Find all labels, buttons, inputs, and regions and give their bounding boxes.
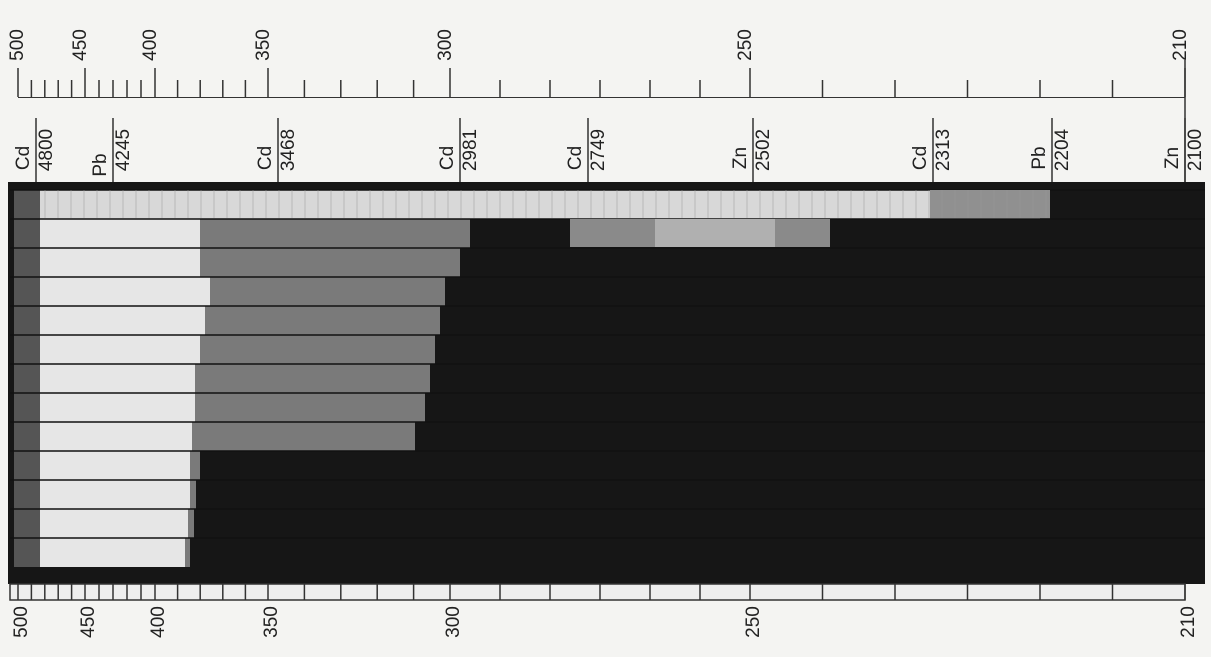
bottom-scale-bar [9, 583, 1186, 601]
bottom-scale-label: 450 [78, 606, 99, 638]
element-label: Cd [910, 146, 931, 170]
wavelength-label: 2981 [460, 129, 481, 171]
bottom-scale-label: 350 [261, 606, 282, 638]
top-scale-label: 350 [253, 29, 274, 61]
strip-edge [14, 422, 40, 451]
top-scale-label: 500 [7, 29, 28, 61]
strip-patch [930, 190, 1050, 218]
top-scale-line [18, 97, 1185, 98]
element-label: Zn [1162, 147, 1183, 169]
bottom-scale-label: 500 [11, 606, 32, 638]
strip-edge [14, 306, 40, 335]
top-scale-label: 400 [140, 29, 161, 61]
element-label: Pb [1029, 146, 1050, 169]
strip-light [40, 538, 185, 567]
strip-light [40, 306, 205, 335]
wavelength-label: 2204 [1052, 128, 1073, 171]
wavelength-label: 2502 [753, 129, 774, 171]
strip-light [40, 393, 195, 422]
top-scale-label: 300 [435, 29, 456, 61]
wavelength-label: 3468 [278, 129, 299, 171]
strip-patch [655, 219, 775, 247]
top-scale-label: 450 [70, 29, 91, 61]
top-scale-label: 250 [735, 29, 756, 61]
strip-edge [14, 393, 40, 422]
strip-light [40, 364, 195, 393]
strip-edge [14, 190, 40, 219]
strip-light [40, 480, 190, 509]
element-label: Cd [13, 146, 34, 170]
strip-light [40, 190, 1040, 219]
element-label: Pb [90, 153, 111, 176]
strip-edge [14, 509, 40, 538]
wavelength-label: 4245 [113, 129, 134, 171]
strip-edge [14, 364, 40, 393]
strip-edge [14, 538, 40, 567]
bottom-scale-label: 300 [443, 606, 464, 638]
wavelength-label: 4800 [36, 129, 57, 171]
wavelength-label: 2749 [588, 129, 609, 171]
strip-edge [14, 480, 40, 509]
wavelength-label: 2100 [1185, 129, 1206, 171]
strip-light [40, 451, 190, 480]
bottom-scale-label: 250 [743, 606, 764, 638]
strip-edge [14, 219, 40, 248]
strip-light [40, 277, 210, 306]
strip-light [40, 422, 192, 451]
strip-edge [14, 335, 40, 364]
element-label: Cd [565, 146, 586, 170]
element-label: Zn [730, 147, 751, 169]
strip-edge [14, 248, 40, 277]
wavelength-label: 2313 [933, 129, 954, 171]
strip-light [40, 335, 200, 364]
strip-light [40, 248, 200, 277]
strip-edge [14, 451, 40, 480]
bottom-scale-label: 210 [1178, 606, 1199, 638]
strip-light [40, 219, 200, 248]
element-label: Cd [437, 146, 458, 170]
top-scale-label: 210 [1170, 29, 1191, 61]
strip-edge [14, 277, 40, 306]
element-label: Cd [255, 146, 276, 170]
strip-light [40, 509, 188, 538]
bottom-scale-label: 400 [148, 606, 169, 638]
